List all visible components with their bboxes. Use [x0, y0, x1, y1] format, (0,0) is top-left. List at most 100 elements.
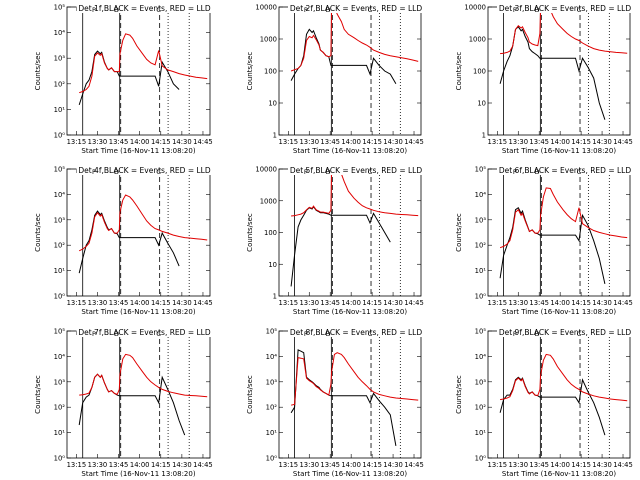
- title-backdrop: [497, 166, 633, 175]
- plot-frame: [278, 6, 422, 136]
- y-tick-label: 10²: [54, 80, 66, 88]
- x-tick-label: 14:45: [404, 299, 424, 307]
- marker-p-label: P: [304, 168, 308, 176]
- marker-p-label: P: [304, 6, 308, 14]
- y-tick-label: 1000: [469, 36, 486, 44]
- x-tick-label: 14:30: [592, 138, 612, 146]
- y-tick-label: 10000: [464, 4, 486, 12]
- y-tick-label: 10⁰: [266, 455, 278, 463]
- x-axis-label: Start Time (16-Nov-11 13:08:20): [293, 308, 407, 316]
- panel-title: Det 7f,BLACK = Events, RED = LLD: [78, 328, 211, 337]
- panel-title: Det 5f,BLACK = Events, RED = LLD: [290, 166, 423, 175]
- y-tick-label: 10⁵: [54, 166, 66, 174]
- x-axis-label: Start Time (16-Nov-11 13:08:20): [81, 470, 195, 478]
- y-tick-label: 10⁴: [475, 353, 487, 361]
- title-backdrop: [76, 166, 213, 175]
- events-series-line: [290, 349, 397, 446]
- y-tick-label: 10³: [475, 216, 487, 224]
- y-tick-label: 10³: [54, 216, 66, 224]
- y-tick-label: 10⁰: [475, 455, 487, 463]
- x-tick-label: 13:15: [67, 461, 87, 469]
- lld-series-line: [79, 33, 208, 94]
- x-axis-label: Start Time (16-Nov-11 13:08:20): [293, 147, 407, 155]
- x-tick-label: 14:30: [172, 461, 192, 469]
- y-tick-label: 10²: [54, 404, 66, 412]
- x-tick-label: 14:45: [404, 461, 424, 469]
- x-tick-label: 13:30: [508, 461, 528, 469]
- y-tick-label: 10¹: [266, 429, 278, 437]
- panel-title: Det 3f,BLACK = Events, RED = LLD: [499, 4, 632, 13]
- y-tick-label: 10²: [475, 242, 487, 250]
- marker-p-label: P: [513, 330, 517, 338]
- y-axis-label: Counts/sec: [455, 213, 463, 252]
- y-tick-label: 10⁵: [266, 328, 278, 336]
- y-axis-label: Counts/sec: [246, 52, 254, 91]
- lld-series-line: [500, 6, 628, 55]
- x-tick-label: 14:45: [613, 138, 633, 146]
- lld-series-line: [78, 194, 208, 252]
- marker-c-label: C: [577, 6, 582, 14]
- y-axis-label: Counts/sec: [455, 375, 463, 414]
- lld-series-line: [500, 353, 628, 402]
- plot-frame: [66, 330, 211, 459]
- marker-p-label: P: [304, 330, 308, 338]
- marker-p-label: P: [92, 6, 96, 14]
- x-tick-label: 13:45: [529, 461, 549, 469]
- x-tick-label: 13:15: [279, 138, 299, 146]
- y-tick-label: 10: [268, 261, 277, 269]
- x-tick-label: 14:45: [404, 138, 424, 146]
- x-tick-label: 13:15: [279, 299, 299, 307]
- x-tick-label: 14:00: [130, 138, 150, 146]
- y-tick-label: 10¹: [54, 429, 66, 437]
- marker-d-label: D: [114, 6, 119, 14]
- x-tick-label: 14:15: [362, 461, 382, 469]
- panel-title: Det 8f,BLACK = Events, RED = LLD: [290, 328, 423, 337]
- y-tick-label: 10³: [54, 378, 66, 386]
- x-tick-label: 14:00: [550, 299, 570, 307]
- x-tick-label: 14:45: [193, 461, 213, 469]
- events-series-line: [499, 206, 606, 285]
- y-tick-label: 1000: [260, 36, 277, 44]
- x-tick-label: 13:45: [109, 138, 129, 146]
- x-tick-label: 14:30: [172, 138, 192, 146]
- y-tick-label: 10⁰: [54, 293, 66, 301]
- x-tick-label: 13:45: [529, 138, 549, 146]
- x-tick-label: 13:30: [508, 138, 528, 146]
- y-tick-label: 100: [264, 68, 277, 76]
- lld-series-line: [291, 168, 419, 217]
- title-backdrop: [497, 4, 633, 13]
- y-tick-label: 10⁵: [475, 166, 487, 174]
- y-tick-label: 10¹: [475, 267, 487, 275]
- x-tick-label: 14:30: [592, 461, 612, 469]
- y-tick-label: 10¹: [54, 267, 66, 275]
- marker-p-label: P: [92, 330, 96, 338]
- title-backdrop: [76, 328, 213, 337]
- x-axis-label: Start Time (16-Nov-11 13:08:20): [81, 147, 195, 155]
- y-tick-label: 10⁴: [54, 353, 66, 361]
- title-backdrop: [288, 4, 424, 13]
- marker-d-label: D: [326, 330, 331, 338]
- marker-d-label: D: [326, 6, 331, 14]
- x-tick-label: 14:30: [383, 138, 403, 146]
- y-axis-label: Counts/sec: [455, 52, 463, 91]
- x-tick-label: 13:45: [109, 461, 129, 469]
- x-tick-label: 14:00: [341, 138, 361, 146]
- x-tick-label: 14:45: [613, 461, 633, 469]
- y-tick-label: 10⁰: [54, 132, 66, 140]
- x-tick-label: 14:30: [592, 299, 612, 307]
- x-tick-label: 14:30: [383, 299, 403, 307]
- lld-series-line: [290, 352, 419, 406]
- y-tick-label: 10⁴: [475, 191, 487, 199]
- marker-d-label: D: [326, 168, 331, 176]
- y-tick-label: 1000: [260, 197, 277, 205]
- y-axis-label: Counts/sec: [246, 213, 254, 252]
- x-axis-label: Start Time (16-Nov-11 13:08:20): [502, 147, 616, 155]
- y-axis-label: Counts/sec: [34, 375, 42, 414]
- x-axis-label: Start Time (16-Nov-11 13:08:20): [81, 308, 195, 316]
- y-axis-label: Counts/sec: [246, 375, 254, 414]
- y-axis-label: Counts/sec: [34, 52, 42, 91]
- x-tick-label: 13:30: [88, 299, 108, 307]
- y-tick-label: 10: [477, 100, 486, 108]
